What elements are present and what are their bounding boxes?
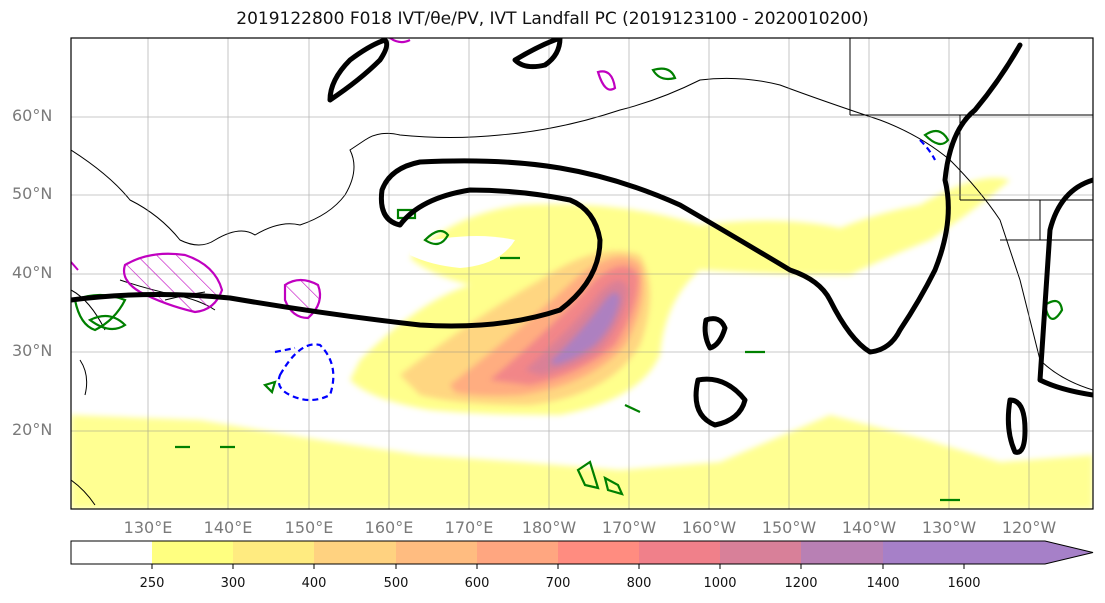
lon-label-170w: 170°W <box>601 518 657 537</box>
pv-negative-contours <box>274 139 936 402</box>
grid <box>71 38 1093 509</box>
colorbar-extend-arrow <box>964 541 1093 564</box>
lon-label-140e: 140°E <box>203 518 253 537</box>
colorbar <box>70 540 1094 569</box>
lon-label-150e: 150°E <box>284 518 334 537</box>
map-frame <box>70 37 1094 510</box>
colorbar-tick-1200: 1200 <box>784 576 818 591</box>
lon-label-130e: 130°E <box>123 518 173 537</box>
colorbar-bin-0 <box>71 541 152 564</box>
theta-e-contours <box>73 67 1064 502</box>
colorbar-tick-1000: 1000 <box>703 576 737 591</box>
colorbar-tick-700: 700 <box>545 576 571 591</box>
colorbar-tick-400: 400 <box>301 576 327 591</box>
colorbar-tick-800: 800 <box>626 576 652 591</box>
lon-label-150w: 150°W <box>761 518 817 537</box>
colorbar-bin-5 <box>477 541 558 564</box>
colorbar-tick-300: 300 <box>220 576 246 591</box>
ivt-contours <box>71 38 1093 455</box>
colorbar-bin-4 <box>396 541 477 564</box>
lat-label-40n: 40°N <box>12 263 53 282</box>
colorbar-tick-1600: 1600 <box>947 576 981 591</box>
colorbar-bin-9 <box>801 541 883 564</box>
lat-label-20n: 20°N <box>12 420 53 439</box>
lon-label-180w: 180°W <box>521 518 577 537</box>
colorbar-tick-500: 500 <box>383 576 409 591</box>
colorbar-tick-250: 250 <box>139 576 165 591</box>
colorbar-bin-6 <box>558 541 639 564</box>
colorbar-bin-8 <box>720 541 801 564</box>
colorbar-tick-600: 600 <box>464 576 490 591</box>
lon-label-130w: 130°W <box>921 518 977 537</box>
lon-label-120w: 120°W <box>1001 518 1057 537</box>
lon-label-160e: 160°E <box>364 518 414 537</box>
colorbar-bin-7 <box>639 541 720 564</box>
lon-label-170e: 170°E <box>444 518 494 537</box>
lon-label-140w: 140°W <box>841 518 897 537</box>
colorbar-bin-10 <box>883 541 964 564</box>
colorbar-bin-1 <box>152 541 233 564</box>
colorbar-bin-3 <box>314 541 396 564</box>
ivt-shading <box>71 177 1093 509</box>
lat-label-60n: 60°N <box>12 106 53 125</box>
map-content <box>71 38 1093 509</box>
colorbar-bin-2 <box>233 541 314 564</box>
colorbar-tick-1400: 1400 <box>866 576 900 591</box>
chart-title: 2019122800 F018 IVT/θe/PV, IVT Landfall … <box>236 9 869 29</box>
lon-label-160w: 160°W <box>681 518 737 537</box>
lat-label-50n: 50°N <box>12 184 53 203</box>
lat-label-30n: 30°N <box>12 341 53 360</box>
